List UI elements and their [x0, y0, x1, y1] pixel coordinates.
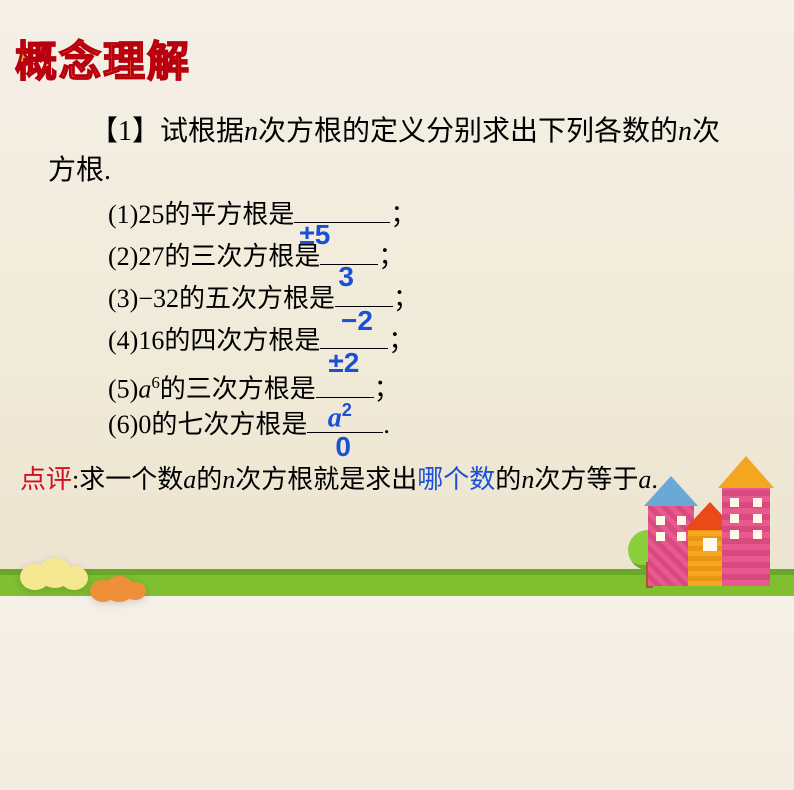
punct: ； — [388, 326, 414, 355]
item-6: (6)0的七次方根是0. — [108, 404, 419, 446]
item-label: (6)0的七次方根是 — [108, 410, 307, 439]
comment-label: 点评 — [20, 465, 72, 494]
comment-var-n: n — [222, 465, 235, 494]
section-title: 概念理解 — [15, 28, 191, 89]
item-1: (1)25的平方根是±5； — [108, 194, 419, 236]
item-5: (5)a6的三次方根是a2； — [108, 362, 419, 404]
comment-highlight: 哪个数 — [417, 465, 495, 494]
blank: ±2 — [320, 348, 388, 349]
item-label: (3)−32的五次方根是 — [108, 284, 335, 313]
item-label-post: 的三次方根是 — [160, 375, 316, 404]
comment-var-a: a — [183, 465, 196, 494]
blank: 0 — [307, 432, 383, 433]
stem-var-n2: n — [678, 116, 692, 147]
item-4: (4)16的四次方根是±2； — [108, 320, 419, 362]
comment-t8: 的 — [495, 465, 521, 494]
comment-t6: 次方根就是求出 — [235, 465, 417, 494]
punct: . — [383, 410, 390, 439]
comment-var-n2: n — [521, 465, 534, 494]
item-label: (1)25的平方根是 — [108, 200, 294, 229]
blank: ±5 — [294, 222, 390, 223]
blank: a2 — [316, 397, 374, 398]
stem-mid: 次方根的定义分别求出下列各数的 — [258, 116, 678, 147]
blank: −2 — [335, 306, 393, 307]
punct: ； — [378, 242, 404, 271]
blank: 3 — [320, 264, 378, 265]
house-icon — [722, 458, 770, 586]
item-var-a: a — [138, 375, 151, 404]
stem-var-n1: n — [244, 116, 258, 147]
item-label: (2)27的三次方根是 — [108, 242, 320, 271]
comment-t10: 次方等于 — [534, 465, 638, 494]
stem-prefix: 【1】试根据 — [90, 116, 244, 147]
item-3: (3)−32的五次方根是−2； — [108, 278, 419, 320]
punct: ； — [374, 375, 400, 404]
item-label-pre: (5) — [108, 375, 138, 404]
comment-t2: :求一个数 — [72, 465, 183, 494]
item-sup: 6 — [151, 373, 159, 392]
punct: ； — [390, 200, 416, 229]
item-list: (1)25的平方根是±5； (2)27的三次方根是3； (3)−32的五次方根是… — [108, 194, 419, 446]
item-label: (4)16的四次方根是 — [108, 326, 320, 355]
problem-stem: 【1】试根据n次方根的定义分别求出下列各数的n次方根. — [48, 112, 748, 190]
item-2: (2)27的三次方根是3； — [108, 236, 419, 278]
punct: ； — [393, 284, 419, 313]
comment-t4: 的 — [196, 465, 222, 494]
